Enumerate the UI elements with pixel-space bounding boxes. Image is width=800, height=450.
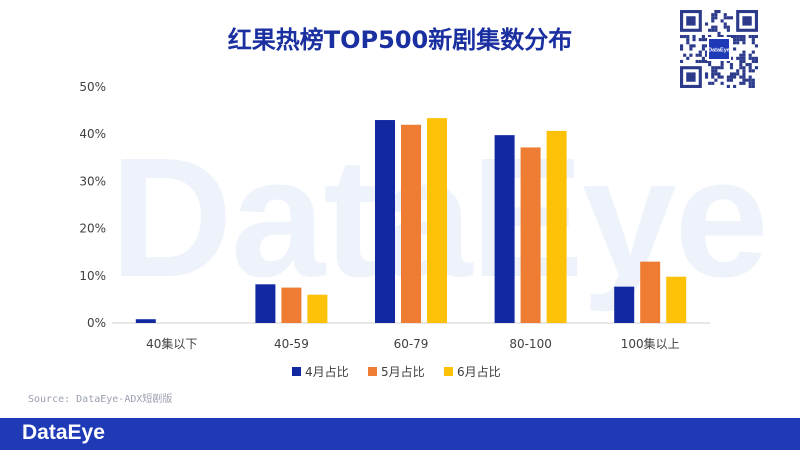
bar [135,319,156,323]
legend-swatch [444,367,453,376]
bar [375,120,395,323]
x-tick-label: 40-59 [274,337,309,351]
legend-swatch [292,367,301,376]
bar [546,130,567,323]
bar [520,147,541,323]
source-note: Source: DataEye-ADX短剧版 [28,394,173,405]
bar [614,286,635,323]
bar [494,135,515,323]
footer-bar: DataEye [0,418,800,450]
x-tick-label: 100集以上 [621,336,680,351]
footer-logo: DataEye [22,421,105,444]
bar [427,118,447,323]
y-tick-label: 40% [79,127,106,141]
x-tick-label: 40集以下 [146,336,197,351]
bar [255,284,276,323]
legend-label: 5月占比 [381,364,425,379]
y-tick-label: 50% [79,80,106,94]
y-tick-label: 10% [79,269,106,283]
legend-label: 6月占比 [457,364,501,379]
y-tick-label: 20% [79,222,106,236]
qr-logo-label: DataEye [708,48,730,54]
legend-label: 4月占比 [305,364,349,379]
bar [307,294,328,323]
chart-title: 红果热榜TOP500新剧集数分布 [227,26,573,54]
bar [281,287,302,323]
y-tick-label: 0% [87,316,106,330]
legend-swatch [368,367,377,376]
y-tick-label: 30% [79,174,106,188]
qr-code: DataEye [680,10,758,88]
x-tick-label: 60-79 [394,337,429,351]
bar [666,276,687,323]
x-tick-label: 80-100 [509,337,552,351]
bar [640,261,661,323]
bar [401,124,421,323]
